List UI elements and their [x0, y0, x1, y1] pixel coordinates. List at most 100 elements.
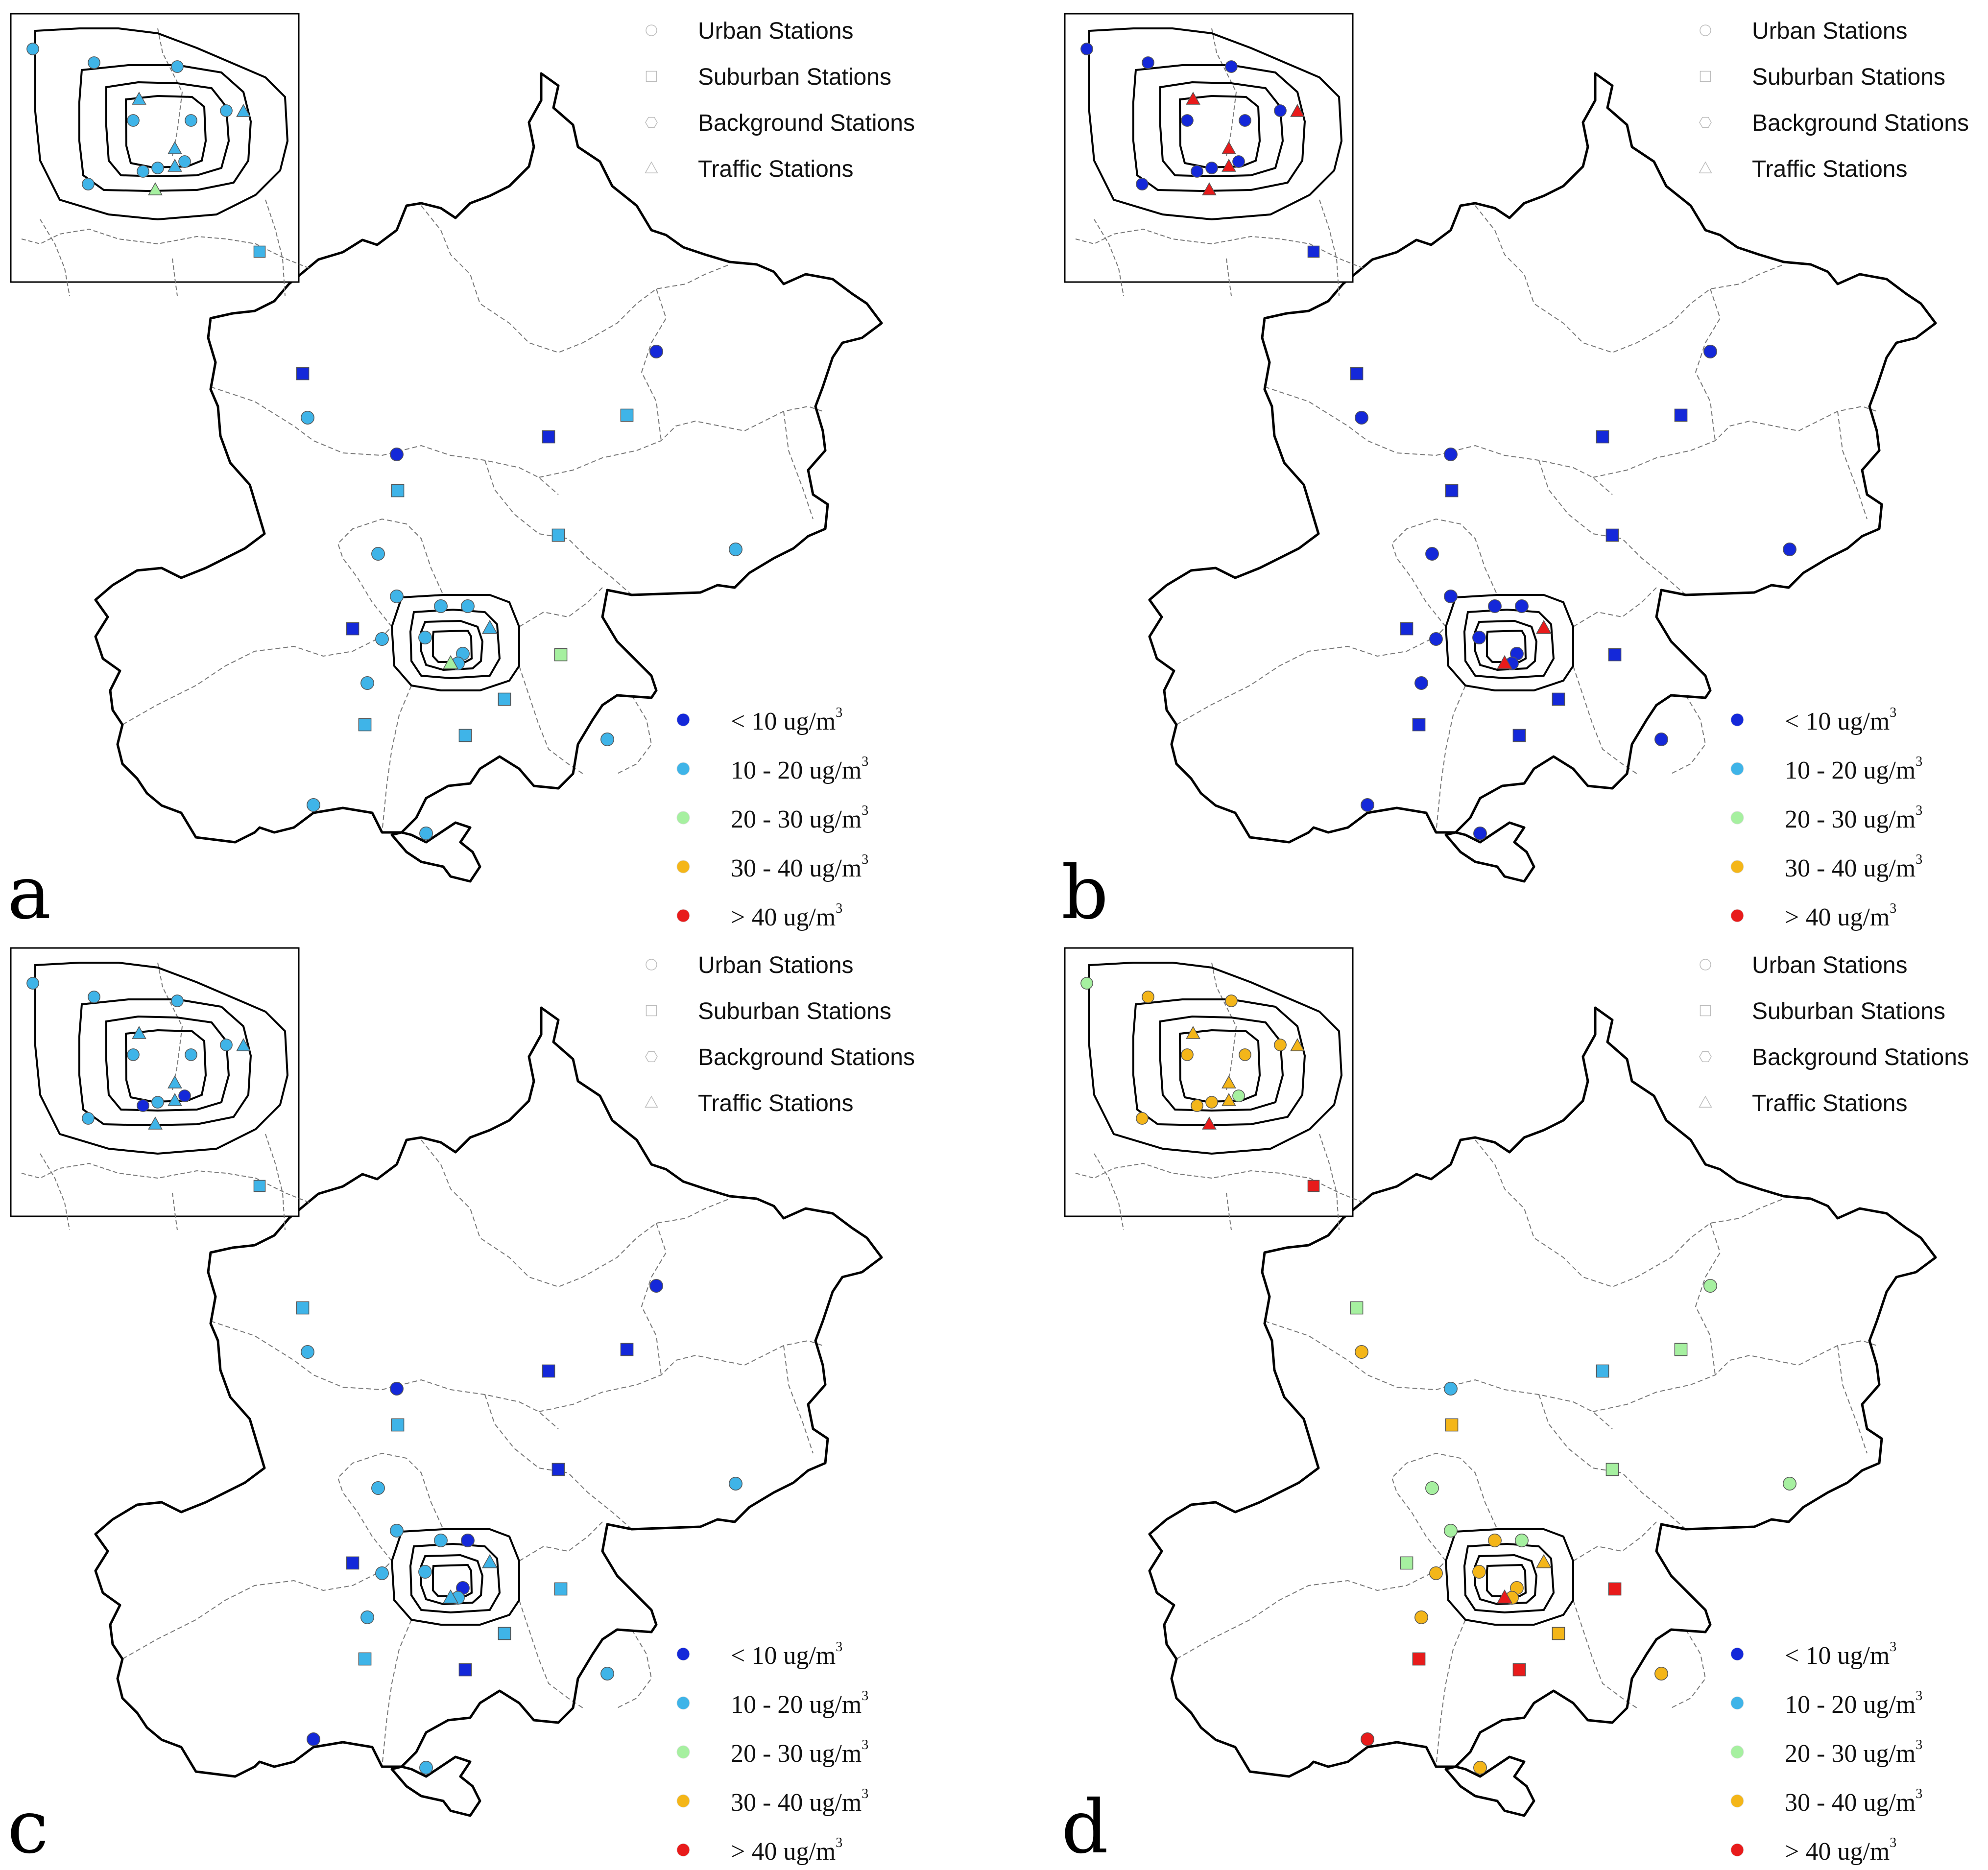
inset-district-boundary — [265, 199, 286, 296]
station-circle — [1429, 632, 1443, 646]
inset-district-boundary — [1226, 258, 1232, 296]
legend-hexagon-icon — [645, 1051, 658, 1063]
legend-circle-icon — [646, 24, 657, 36]
station-circle — [1355, 411, 1368, 425]
inset-station-circle — [1142, 56, 1154, 69]
station-circle — [600, 733, 614, 746]
legend-circle-icon — [1700, 959, 1711, 971]
inset-map — [1064, 947, 1364, 1231]
station-circle — [1472, 1565, 1486, 1579]
legend-type-label: Background Stations — [698, 110, 915, 136]
station-circle — [301, 411, 314, 425]
ring-road-3 — [420, 1554, 484, 1606]
district-boundary — [1391, 518, 1498, 627]
panel-letter: c — [7, 1785, 48, 1870]
inset-station-triangle — [1202, 1116, 1217, 1130]
inset-district-boundary — [1075, 1162, 1364, 1203]
station-circle — [1783, 1477, 1796, 1491]
district-boundary — [1475, 1139, 1784, 1288]
legend-concentration-label: 30 - 40 ug/m3 — [1785, 1786, 1922, 1817]
legend-type-label: Suburban Stations — [1752, 64, 1945, 90]
inset-map-content — [21, 962, 310, 1231]
station-triangle — [442, 1589, 459, 1604]
station-circle — [1444, 590, 1458, 603]
station-square — [551, 1463, 565, 1476]
legend-type-label: Urban Stations — [1752, 18, 1908, 44]
inset-ring-road-3 — [105, 81, 230, 178]
station-circle — [418, 631, 432, 644]
station-type-legend: Urban Stations Suburban Stations Backgroun… — [645, 952, 915, 1116]
inset-station-triangle — [1222, 1093, 1236, 1106]
inset-station-circle — [137, 1099, 149, 1112]
inset-station-triangle — [236, 104, 251, 117]
panel-a: Urban Stations Suburban Stations Backgroun… — [7, 13, 915, 936]
station-square — [1605, 528, 1619, 542]
panel-b: Urban Stations Suburban Stations Backgroun… — [1061, 13, 1969, 936]
station-circle — [1429, 1566, 1443, 1580]
district-boundary — [617, 1629, 652, 1708]
legend-superscript: 3 — [1890, 1639, 1896, 1655]
panel-letter: a — [7, 851, 51, 936]
inset-ring-road-3 — [1159, 1015, 1284, 1112]
station-square — [1605, 1463, 1619, 1476]
station-square — [1400, 622, 1413, 636]
inset-ring-road-2 — [1132, 64, 1306, 192]
inset-station-circle — [1080, 43, 1093, 55]
station-markers — [1350, 345, 1796, 840]
inset-station-circle — [1181, 114, 1194, 127]
legend-superscript: 3 — [1916, 754, 1922, 769]
inset-ring-road-4 — [1178, 95, 1261, 169]
station-circle — [649, 345, 663, 358]
inset-district-boundary — [1319, 199, 1340, 296]
inset-station-circle — [1232, 155, 1245, 168]
ring-road-2 — [1463, 608, 1555, 680]
district-boundary — [1573, 665, 1637, 774]
inset-station-circle — [185, 1048, 197, 1061]
legend-type-label: Traffic Stations — [1752, 156, 1907, 182]
legend-concentration-label: 20 - 30 ug/m3 — [731, 803, 868, 833]
legend-color-dot — [1730, 1843, 1744, 1857]
legend-superscript: 3 — [1916, 1688, 1922, 1704]
inset-station-circle — [1274, 104, 1287, 117]
station-circle — [1425, 547, 1439, 561]
panel-letter: d — [1061, 1785, 1108, 1870]
station-square — [1412, 718, 1426, 732]
station-square — [498, 692, 511, 706]
district-boundary — [1538, 1394, 1686, 1530]
legend-type-label: Background Stations — [698, 1044, 915, 1070]
station-square — [358, 718, 372, 732]
station-circle — [434, 599, 448, 613]
inset-station-triangle — [1222, 1075, 1236, 1089]
inset-station-square — [1307, 1180, 1320, 1192]
station-circle — [1473, 827, 1487, 840]
inset-station-circle — [88, 56, 100, 69]
legend-color-dot — [676, 1745, 690, 1759]
legend-concentration-label: > 40 ug/m3 — [731, 1835, 842, 1866]
inset-district-boundary — [40, 219, 70, 296]
legend-color-dot — [1730, 762, 1744, 776]
station-square — [458, 1663, 472, 1677]
district-boundary — [1538, 460, 1686, 595]
inset-station-circle — [1232, 1089, 1245, 1102]
station-circle — [1444, 448, 1458, 461]
inset-station-circle — [1205, 1096, 1218, 1109]
inset-station-triangle — [168, 159, 182, 172]
district-boundary — [617, 695, 652, 774]
legend-color-dot — [676, 909, 690, 923]
beijing-boundary-outline — [1148, 72, 1937, 883]
inset-district-boundary — [1094, 219, 1124, 296]
inset-station-triangle — [168, 1075, 182, 1089]
district-boundary — [1837, 411, 1868, 520]
inset-ring-road-1 — [34, 27, 289, 221]
legend-type-label: Urban Stations — [698, 952, 854, 978]
inset-station-triangle — [1186, 92, 1200, 105]
district-boundary — [783, 411, 814, 520]
inset-station-circle — [171, 60, 184, 73]
station-circle — [1444, 1524, 1458, 1538]
inset-station-circle — [1225, 60, 1238, 73]
inset-district-boundary — [1319, 1134, 1340, 1231]
beijing-boundary-outline — [94, 1006, 883, 1817]
station-square — [358, 1652, 372, 1666]
inset-ring-road-1 — [1088, 27, 1343, 221]
district-boundary — [519, 665, 583, 774]
